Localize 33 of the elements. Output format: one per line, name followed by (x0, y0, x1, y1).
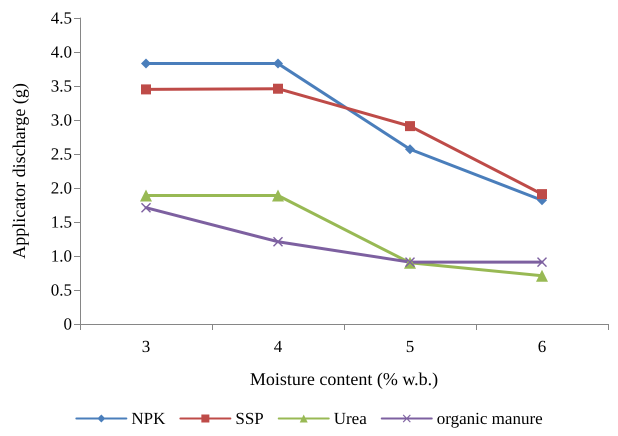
y-tick-label: 0 (64, 314, 72, 334)
point (405, 121, 415, 132)
y-tick-label: 4.0 (50, 42, 72, 62)
x-tick-label: 5 (406, 337, 414, 356)
point (537, 189, 547, 200)
legend-label: SSP (235, 409, 264, 428)
x-tick-label: 6 (538, 337, 546, 356)
point (405, 144, 415, 154)
y-axis-title: Applicator discharge (g) (9, 83, 29, 259)
y-tick-label: 4.5 (50, 8, 72, 28)
point (140, 189, 152, 202)
y-tick-label: 2.5 (50, 144, 72, 164)
legend-label: NPK (131, 409, 166, 428)
y-tick-label: 3.5 (50, 76, 72, 96)
x-tick-label: 3 (142, 337, 150, 356)
point (273, 58, 283, 69)
y-tick-label: 1.5 (50, 212, 72, 232)
legend-label: Urea (334, 409, 368, 428)
point (273, 84, 283, 94)
point (272, 189, 284, 202)
legend-label: organic manure (436, 409, 543, 428)
point (537, 257, 547, 268)
point (141, 202, 151, 213)
y-tick-label: 3.0 (50, 110, 72, 130)
y-tick-label: 0.5 (50, 280, 72, 300)
point (273, 236, 283, 247)
point (141, 84, 151, 94)
y-tick-label: 2.0 (50, 178, 72, 198)
x-axis-title: Moisture content (% w.b.) (250, 369, 438, 389)
x-tick-label: 4 (274, 337, 283, 356)
y-tick-label: 1.0 (50, 246, 72, 266)
point (536, 270, 548, 282)
point (141, 58, 151, 69)
